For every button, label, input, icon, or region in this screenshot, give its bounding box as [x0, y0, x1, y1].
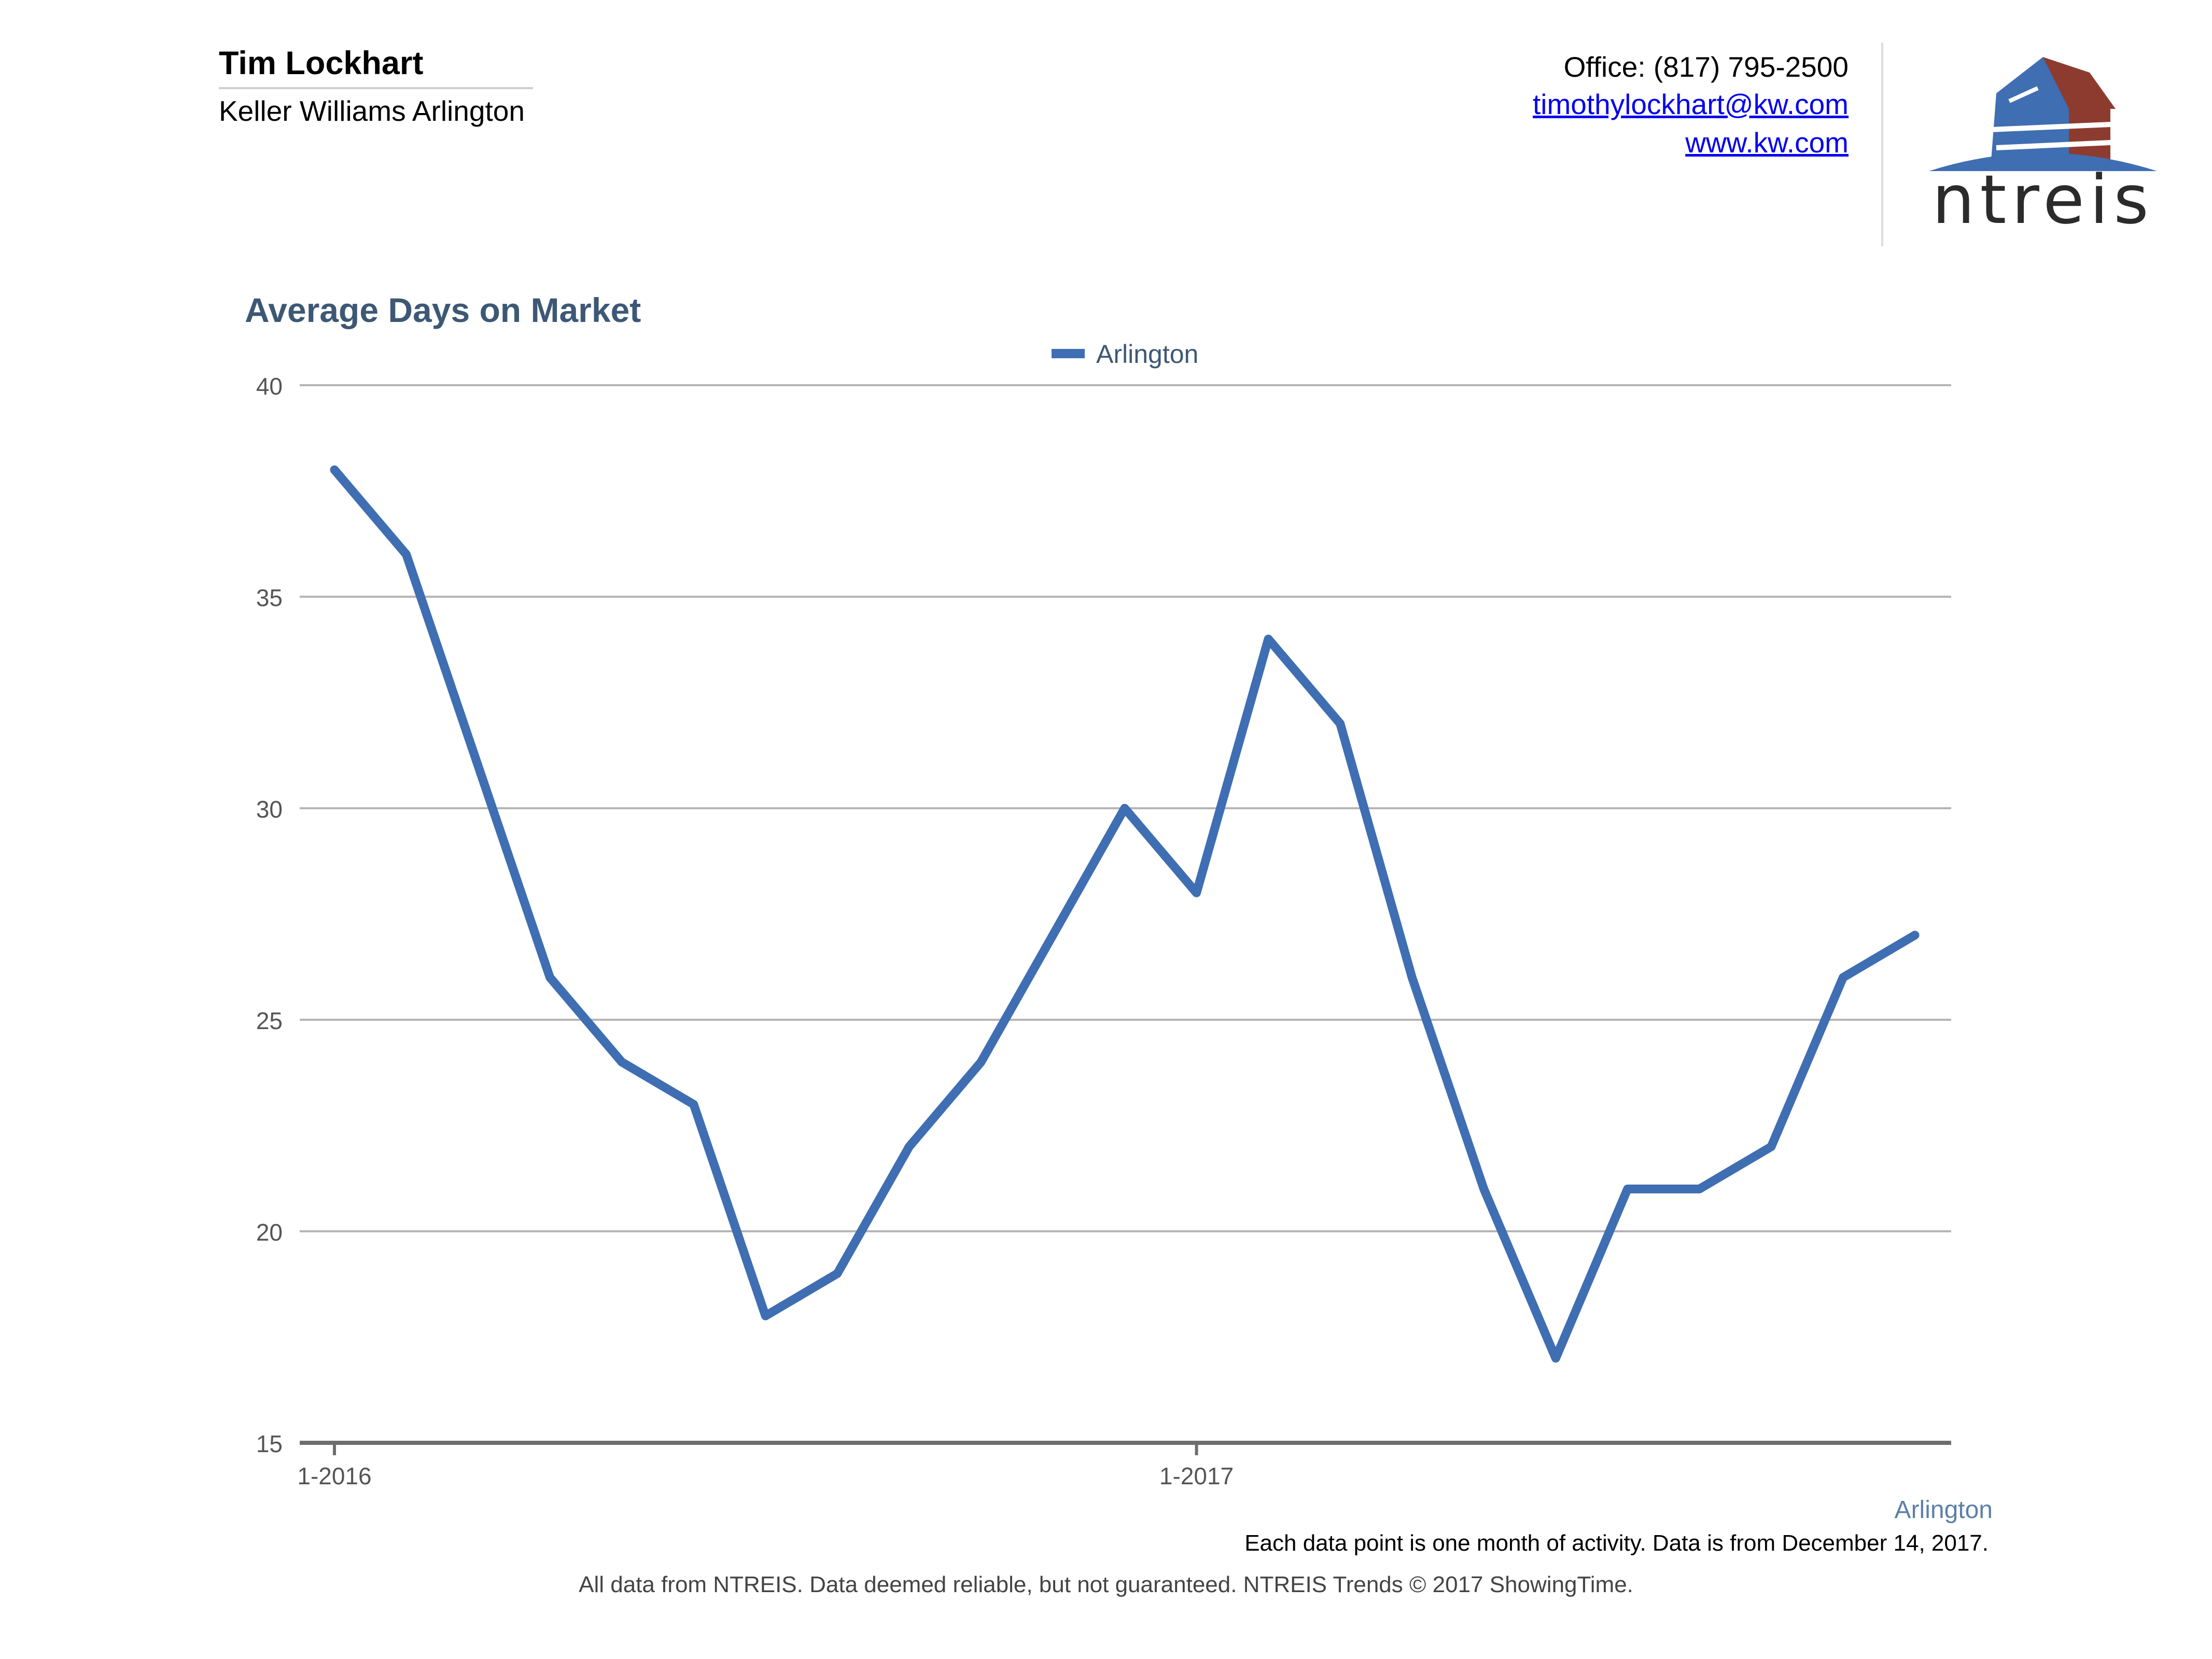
y-tick-label-30: 30	[256, 796, 283, 823]
email-link[interactable]: timothylockhart@kw.com	[1532, 88, 1849, 120]
data-point-21	[1842, 976, 1844, 979]
data-point-17	[1555, 1357, 1557, 1359]
data-point-19	[1698, 1188, 1701, 1190]
data-point-15	[1411, 976, 1413, 979]
data-point-18	[1626, 1188, 1629, 1190]
data-point-1	[405, 553, 408, 556]
data-point-12	[1195, 892, 1198, 894]
header-divider	[1881, 43, 1883, 246]
logo-text: ntreis	[1932, 160, 2154, 233]
house-icon	[1929, 57, 2157, 171]
data-point-11	[1124, 807, 1126, 809]
data-point-20	[1770, 1145, 1772, 1148]
legend-label: Arlington	[1096, 340, 1198, 369]
data-point-5	[692, 1103, 695, 1106]
website-link[interactable]: www.kw.com	[1685, 126, 1849, 159]
data-point-13	[1267, 638, 1270, 640]
data-point-14	[1339, 722, 1341, 725]
y-tick-label-15: 15	[256, 1430, 283, 1457]
data-point-3	[549, 976, 551, 979]
series-line-arlington	[330, 465, 1920, 1363]
data-point-9	[979, 1061, 982, 1063]
data-point-8	[908, 1145, 911, 1148]
data-point-10	[1052, 934, 1054, 936]
data-point-7	[836, 1272, 838, 1275]
data-point-4	[621, 1061, 623, 1063]
chart-title: Average Days on Market	[245, 291, 641, 329]
data-point-6	[764, 1315, 767, 1317]
agent-company: Keller Williams Arlington	[219, 95, 525, 127]
x-tick-label-1-2016: 1-2016	[297, 1463, 371, 1489]
y-tick-label-40: 40	[256, 373, 283, 400]
data-point-2	[477, 765, 480, 767]
agent-name: Tim Lockhart	[219, 45, 424, 81]
x-axis-note: Arlington	[1895, 1496, 1993, 1524]
data-point-22	[1914, 934, 1916, 936]
y-tick-label-35: 35	[256, 584, 283, 611]
axes: 15 20 25 30 35 40 1-2016 1-2017 Arlington	[256, 373, 1993, 1524]
name-divider	[219, 87, 533, 89]
disclaimer: All data from NTREIS. Data deemed reliab…	[579, 1572, 1633, 1597]
office-phone: Office: (817) 795-2500	[1563, 51, 1849, 83]
data-point-16	[1482, 1188, 1485, 1190]
legend: Arlington	[1052, 340, 1198, 369]
y-tick-label-25: 25	[256, 1007, 283, 1034]
y-tick-label-20: 20	[256, 1219, 283, 1246]
ntreis-logo: ntreis	[1929, 57, 2157, 233]
series-layer	[330, 465, 1920, 1363]
x-tick-label-1-2017: 1-2017	[1159, 1463, 1234, 1489]
data-note: Each data point is one month of activity…	[1244, 1530, 1989, 1556]
data-point-0	[333, 469, 335, 471]
